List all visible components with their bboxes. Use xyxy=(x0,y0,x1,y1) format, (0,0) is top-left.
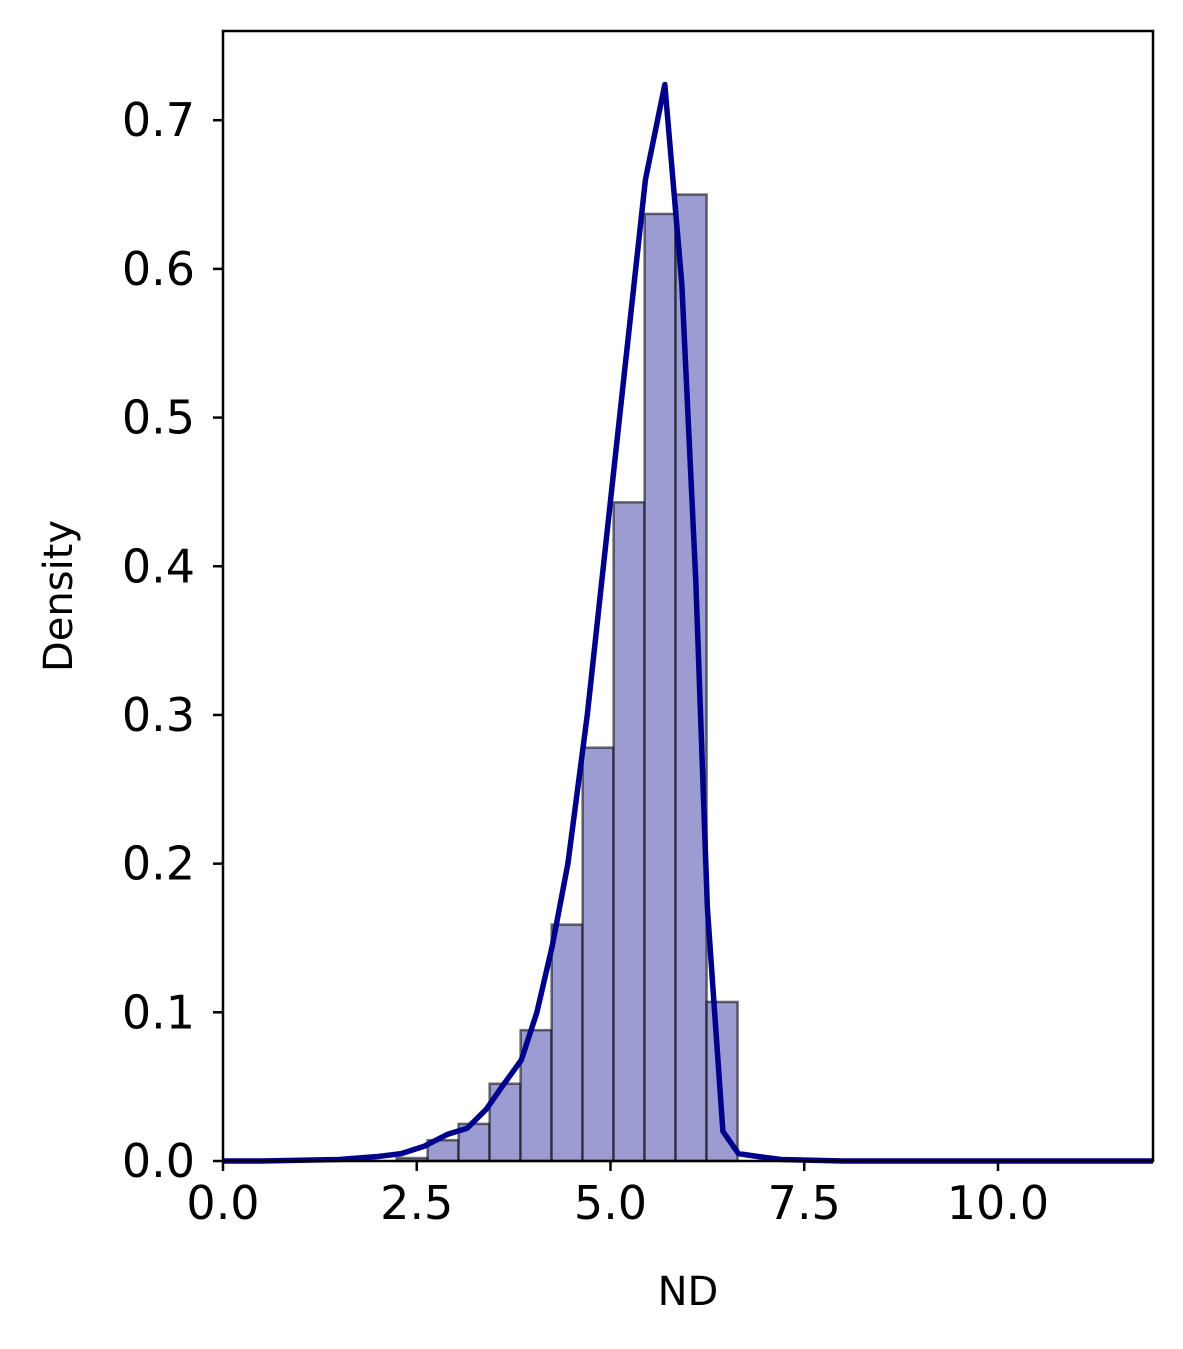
x-tick-label: 5.0 xyxy=(574,1176,647,1230)
plot-frame xyxy=(221,29,1155,1163)
histogram-bar xyxy=(612,501,646,1163)
y-axis-ticks: 0.0 0.1 0.2 0.3 0.4 0.5 0.6 0.7 xyxy=(122,93,223,1188)
y-tick-label: 0.6 xyxy=(122,242,195,296)
histogram-bar xyxy=(550,923,584,1163)
x-tick-label: 7.5 xyxy=(768,1176,841,1230)
x-tick-label: 2.5 xyxy=(380,1176,453,1230)
y-tick-label: 0.7 xyxy=(122,93,195,147)
y-tick-label: 0.1 xyxy=(122,985,195,1039)
histogram-bars xyxy=(395,193,739,1163)
y-tick-label: 0.0 xyxy=(122,1134,195,1188)
histogram-bar xyxy=(643,212,677,1163)
x-tick-label: 0.0 xyxy=(186,1176,259,1230)
x-tick-label: 10.0 xyxy=(947,1176,1049,1230)
y-tick-label: 0.2 xyxy=(122,837,195,891)
y-tick-label: 0.3 xyxy=(122,688,195,742)
y-tick-label: 0.4 xyxy=(122,539,195,593)
y-axis-label: Density xyxy=(36,520,82,672)
x-axis-label: ND xyxy=(658,1269,719,1315)
x-axis-ticks: 0.0 2.5 5.0 7.5 10.0 xyxy=(186,1161,1049,1230)
y-tick-label: 0.5 xyxy=(122,391,195,445)
histogram-bar xyxy=(581,746,615,1163)
